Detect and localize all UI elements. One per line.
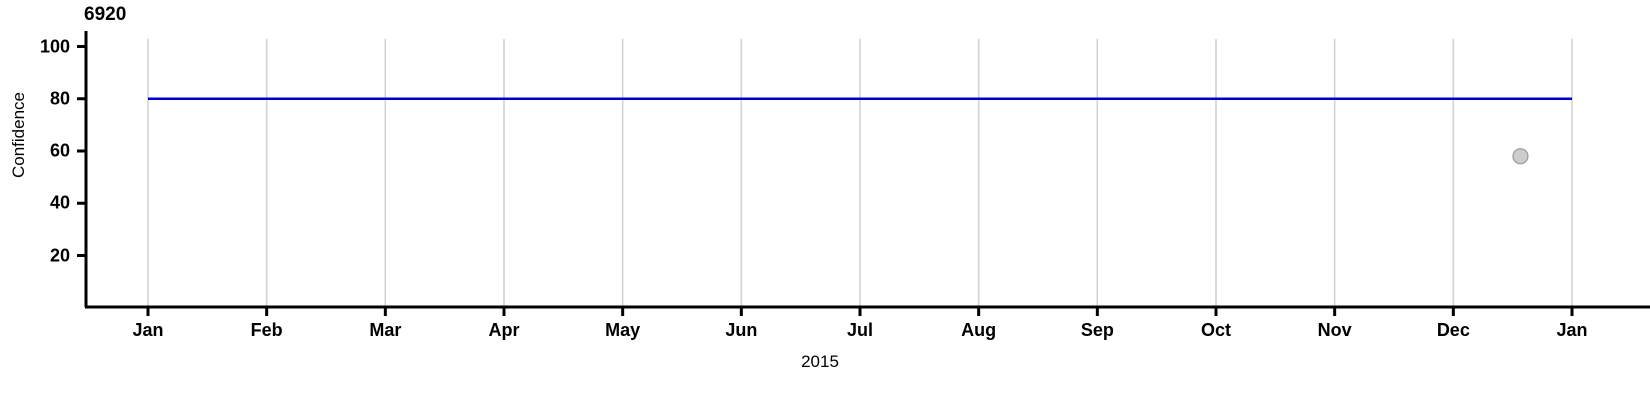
- x-axis-ticks: [146, 307, 1574, 316]
- gridlines: [147, 39, 1573, 306]
- x-tick-label: Apr: [488, 320, 520, 340]
- y-tick-label: 100: [39, 36, 70, 56]
- axis-lines: [84, 31, 1650, 309]
- x-tick-label: Jan: [132, 320, 164, 340]
- x-axis-title: 2015: [801, 352, 839, 371]
- y-tick-label: 40: [49, 192, 70, 213]
- x-tick-label: Jul: [846, 320, 874, 340]
- x-tick-label: Oct: [1200, 320, 1232, 340]
- y-tick-label: 60: [49, 140, 70, 161]
- y-axis-ticks: [77, 45, 86, 257]
- x-tick-label: Jan: [1556, 320, 1588, 340]
- data-point-marker[interactable]: [1512, 148, 1529, 165]
- x-tick-label: Sep: [1080, 320, 1114, 340]
- x-tick-label: Feb: [250, 320, 283, 340]
- y-tick-label: 80: [49, 88, 70, 109]
- x-tick-label: Jun: [725, 320, 758, 340]
- y-tick-label: 20: [49, 245, 70, 265]
- chart-title: 6920: [84, 4, 127, 25]
- data-series: [148, 97, 1572, 165]
- x-tick-label: Nov: [1317, 320, 1352, 340]
- x-tick-label: May: [605, 320, 641, 340]
- x-tick-label: Mar: [369, 320, 402, 340]
- x-tick-label: Aug: [961, 320, 997, 340]
- x-tick-label: Dec: [1436, 320, 1470, 340]
